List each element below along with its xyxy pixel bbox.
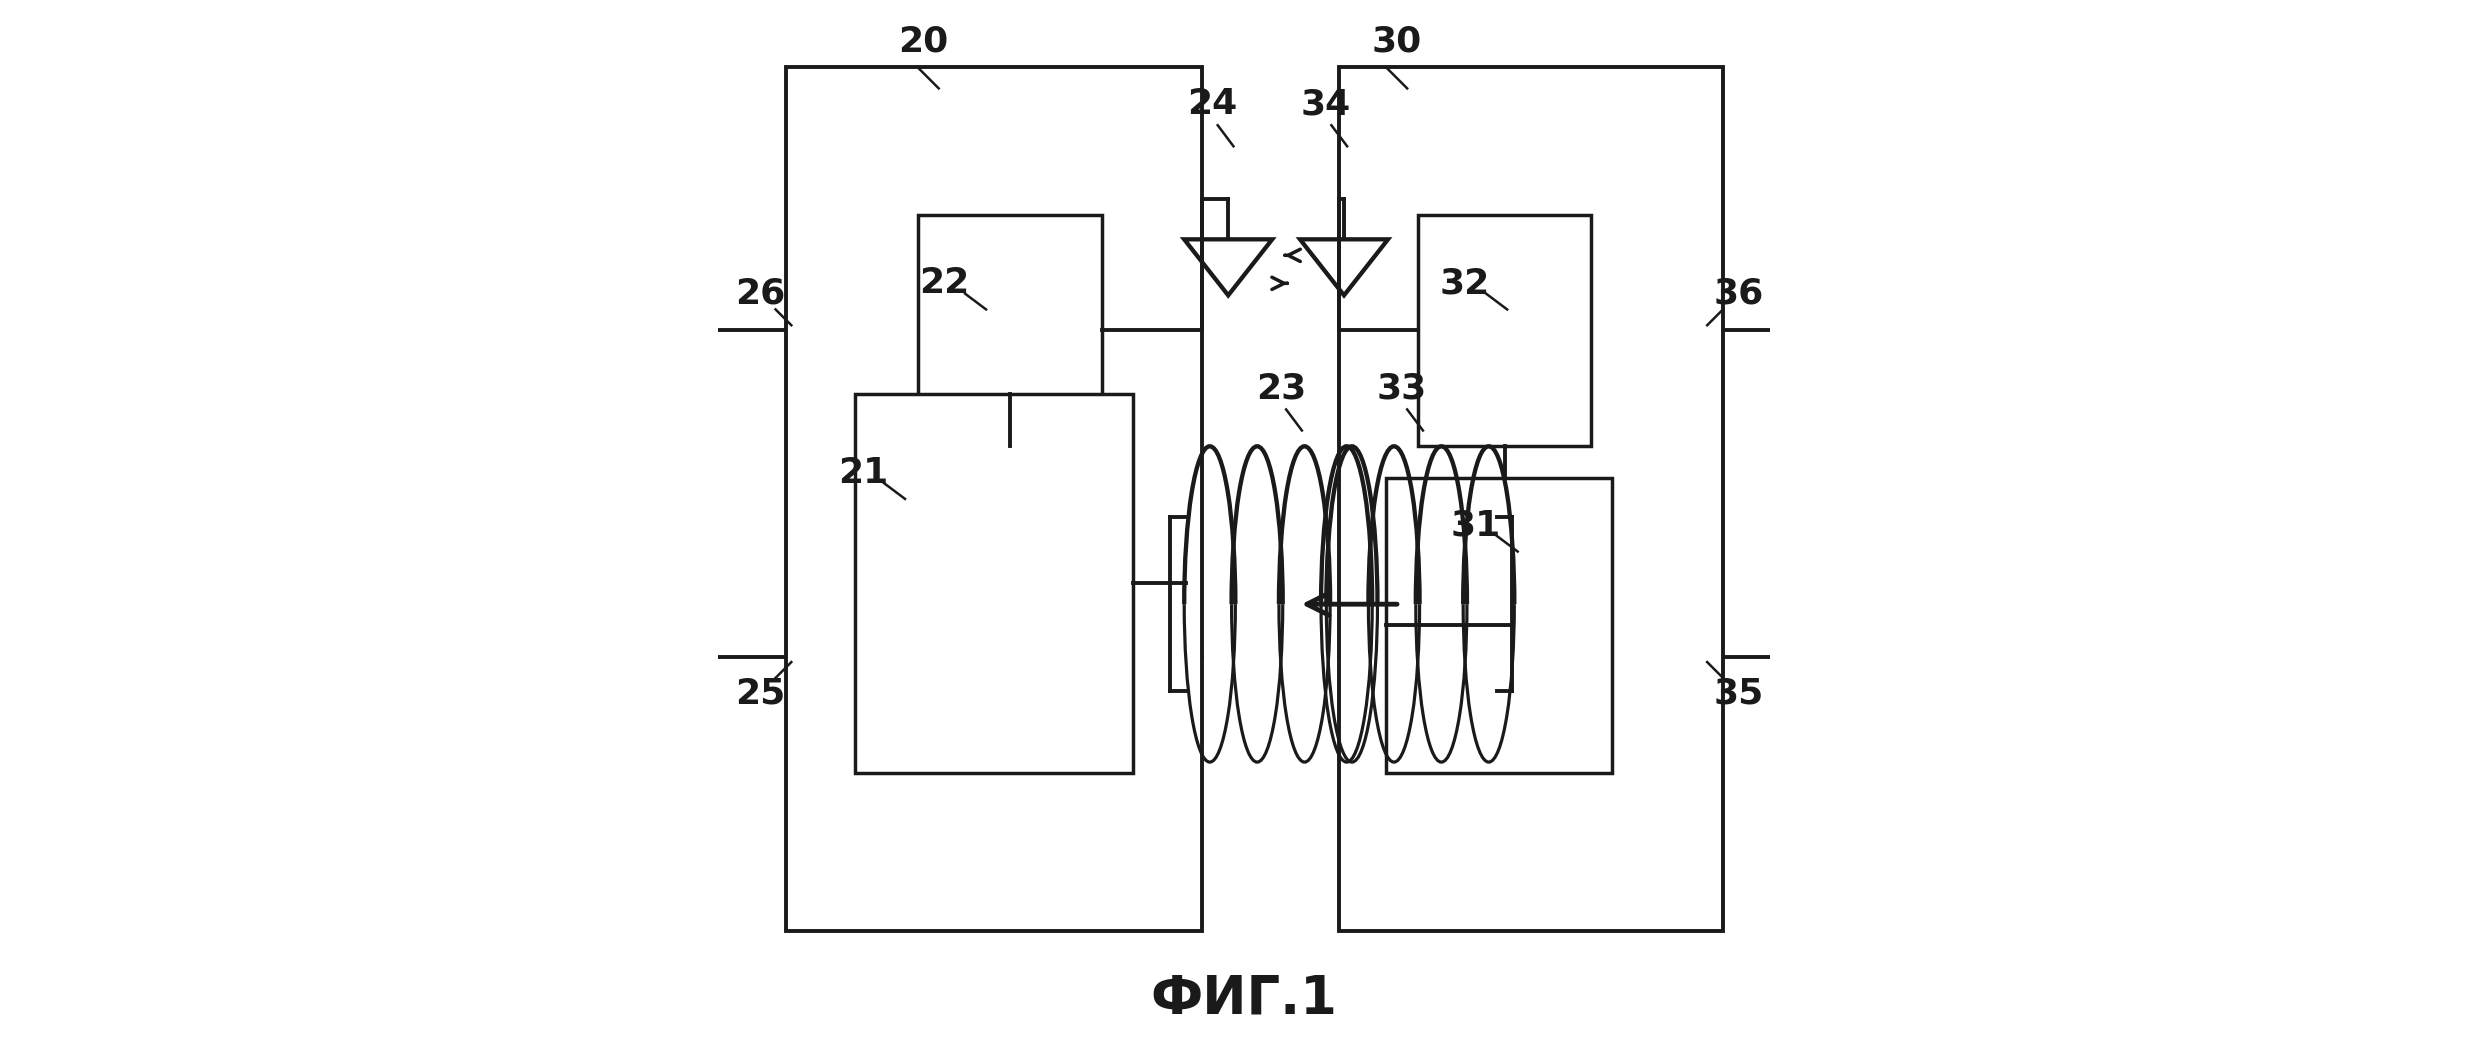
Text: 20: 20 bbox=[898, 24, 948, 58]
Text: 30: 30 bbox=[1371, 24, 1421, 58]
FancyBboxPatch shape bbox=[1339, 67, 1724, 930]
Text: 33: 33 bbox=[1376, 371, 1428, 405]
Text: 23: 23 bbox=[1256, 371, 1306, 405]
Text: 31: 31 bbox=[1451, 508, 1500, 542]
Text: 34: 34 bbox=[1301, 87, 1351, 121]
FancyBboxPatch shape bbox=[918, 214, 1102, 447]
Text: 36: 36 bbox=[1714, 277, 1764, 311]
Text: 32: 32 bbox=[1441, 266, 1490, 300]
Text: 24: 24 bbox=[1187, 87, 1237, 121]
FancyBboxPatch shape bbox=[853, 394, 1135, 772]
Text: 25: 25 bbox=[734, 677, 784, 711]
Text: 26: 26 bbox=[734, 277, 784, 311]
Text: ФИГ.1: ФИГ.1 bbox=[1149, 973, 1339, 1025]
FancyBboxPatch shape bbox=[786, 67, 1202, 930]
FancyBboxPatch shape bbox=[1386, 477, 1612, 772]
Text: 21: 21 bbox=[838, 455, 888, 489]
FancyBboxPatch shape bbox=[1418, 214, 1592, 447]
Text: 22: 22 bbox=[918, 266, 970, 300]
Text: 35: 35 bbox=[1714, 677, 1764, 711]
